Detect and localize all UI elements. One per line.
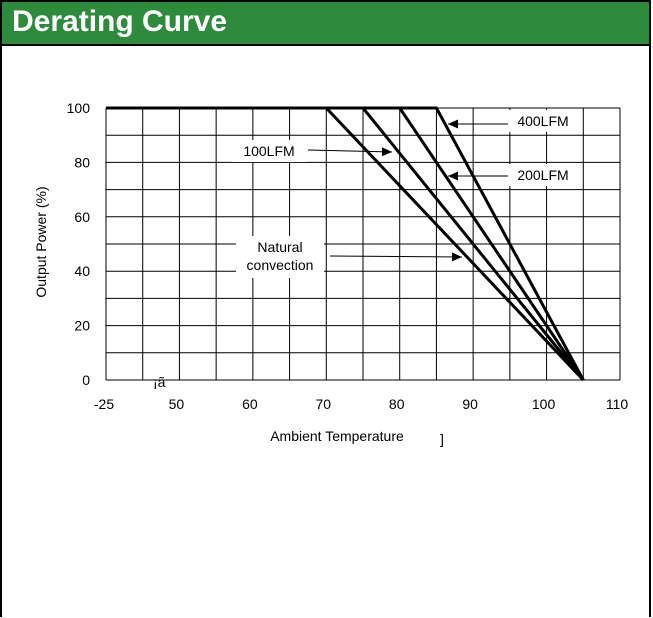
x-tick-label: 50 <box>169 396 185 412</box>
y-tick-label: 80 <box>74 154 90 170</box>
y-tick-label: 60 <box>74 209 90 225</box>
annotation-label: 100LFM <box>243 143 294 159</box>
x-tick-label: 80 <box>389 396 405 412</box>
y-tick-label: 20 <box>74 318 90 334</box>
x-tick-label: 90 <box>462 396 478 412</box>
x-tick-label: -25 <box>94 396 114 412</box>
x-axis-label-suffix: ] <box>440 431 444 447</box>
header-bar: Derating Curve <box>2 2 649 46</box>
annotation-arrowhead <box>381 147 392 157</box>
x-stray-label: ¡ã <box>153 374 166 390</box>
chart-ticks: 0 20 40 60 80 100 -25 50 60 70 80 90 100 110 <box>67 100 629 412</box>
annotation-box <box>508 110 578 132</box>
annotation-box <box>508 164 578 186</box>
annotation-arrowhead <box>451 252 462 262</box>
chart-series <box>106 106 585 382</box>
x-tick-label: 100 <box>532 396 556 412</box>
annotation-box <box>232 140 306 162</box>
x-axis-label: Ambient Temperature <box>270 428 404 444</box>
chart-annotations: 400LFM 100LFM 200LFM Natural convection <box>232 110 578 278</box>
annotation-label: convection <box>247 257 314 273</box>
y-tick-label: 40 <box>74 263 90 279</box>
annotation-arrowhead <box>448 171 458 181</box>
annotation-label: Natural <box>257 239 302 255</box>
annotation-arrow-line <box>329 255 463 258</box>
annotation-arrowhead <box>448 119 458 129</box>
x-tick-label: 70 <box>315 396 331 412</box>
y-tick-label: 0 <box>82 372 90 388</box>
x-tick-label: 60 <box>242 396 258 412</box>
page-title: Derating Curve <box>12 5 228 38</box>
series-line-3 <box>106 106 585 381</box>
x-tick-label: 110 <box>606 396 629 412</box>
annotation-arrow-line <box>307 149 393 153</box>
annotation-label: 200LFM <box>517 167 568 183</box>
y-tick-label: 100 <box>67 100 91 116</box>
annotation-label: 400LFM <box>517 113 568 129</box>
annotation-box <box>236 236 324 278</box>
y-axis-label: Output Power (%) <box>33 186 49 297</box>
